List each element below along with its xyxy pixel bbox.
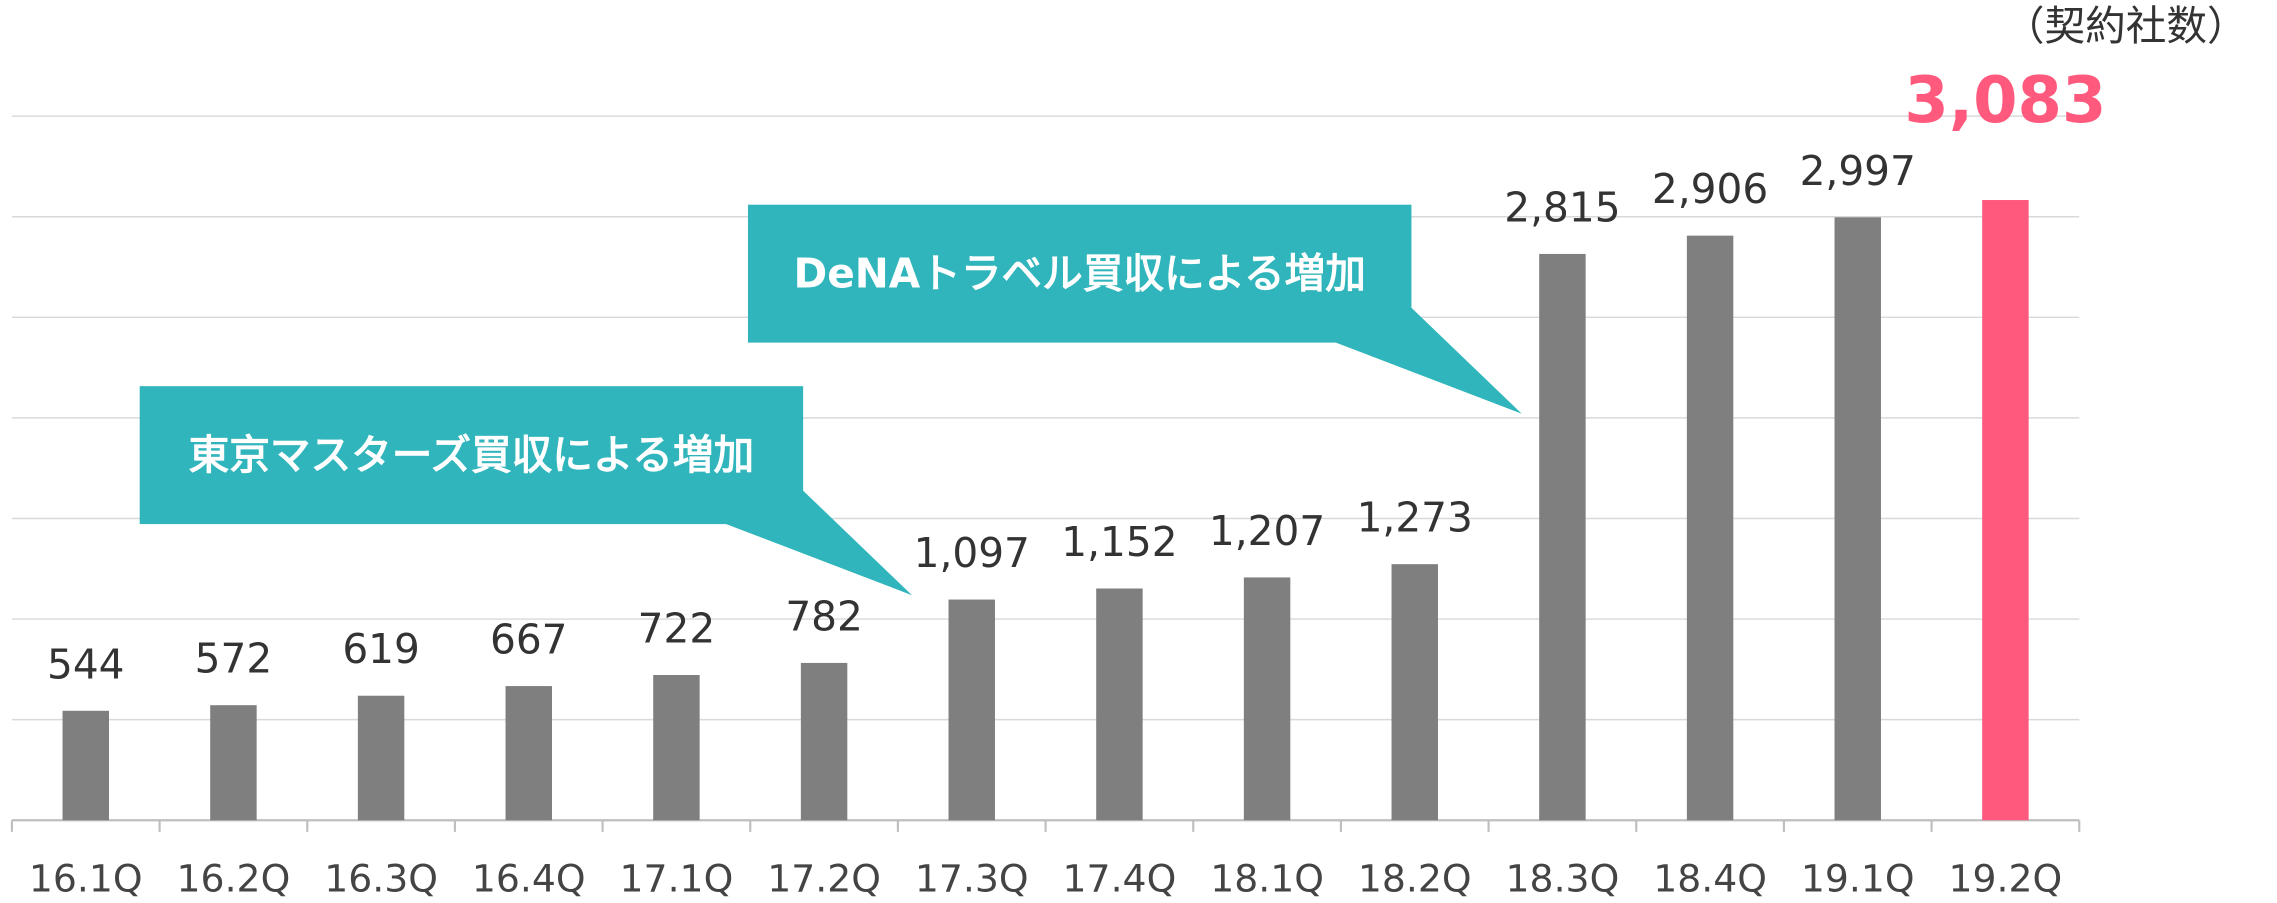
bar — [1391, 564, 1438, 821]
x-tick-label: 17.4Q — [1063, 857, 1177, 901]
value-label: 1,207 — [1209, 507, 1325, 555]
callout — [747, 204, 1412, 343]
x-tick-label: 16.4Q — [472, 857, 586, 901]
value-label: 2,906 — [1652, 165, 1768, 213]
callout-text: DeNAトラベル買収による増加 — [794, 250, 1366, 298]
x-tick-label: 18.1Q — [1210, 857, 1324, 901]
bar — [1539, 253, 1586, 821]
value-label: 667 — [490, 616, 568, 664]
x-tick-label: 17.3Q — [915, 857, 1029, 901]
x-tick-label: 19.2Q — [1949, 857, 2063, 901]
bar — [948, 599, 995, 821]
value-label: 722 — [638, 604, 716, 652]
bar — [1243, 577, 1291, 821]
bar — [1096, 588, 1143, 821]
value-label: 1,097 — [914, 529, 1030, 577]
bar — [653, 675, 700, 821]
bar — [1686, 235, 1734, 821]
x-tick-label: 16.3Q — [324, 857, 438, 901]
value-label: 2,815 — [1504, 183, 1620, 231]
bar — [505, 686, 552, 821]
x-tick-label: 17.2Q — [767, 857, 881, 901]
bar — [357, 695, 405, 821]
value-label: 782 — [785, 592, 863, 640]
value-label: 572 — [195, 635, 273, 683]
callout-text: 東京マスターズ買収による増加 — [189, 431, 755, 479]
x-tick-label: 18.2Q — [1358, 857, 1472, 901]
x-tick-label: 16.1Q — [29, 857, 143, 901]
bar — [210, 705, 257, 821]
value-label: 1,273 — [1357, 494, 1473, 542]
value-label: 1,152 — [1061, 518, 1177, 566]
unit-label: （契約社数） — [2004, 2, 2248, 50]
value-label: 3,083 — [1904, 64, 2106, 138]
value-label: 2,997 — [1800, 147, 1916, 195]
bar — [62, 710, 109, 821]
x-tick-label: 16.2Q — [177, 857, 291, 901]
x-tick-label: 18.4Q — [1653, 857, 1767, 901]
x-tick-label: 17.1Q — [620, 857, 734, 901]
value-label: 544 — [47, 640, 125, 688]
x-tick-label: 19.1Q — [1801, 857, 1915, 901]
bar — [800, 662, 848, 821]
x-tick-label: 18.3Q — [1506, 857, 1620, 901]
bar — [1982, 200, 2029, 821]
value-label: 619 — [342, 625, 420, 673]
bar — [1834, 217, 1881, 821]
callout — [139, 386, 804, 525]
